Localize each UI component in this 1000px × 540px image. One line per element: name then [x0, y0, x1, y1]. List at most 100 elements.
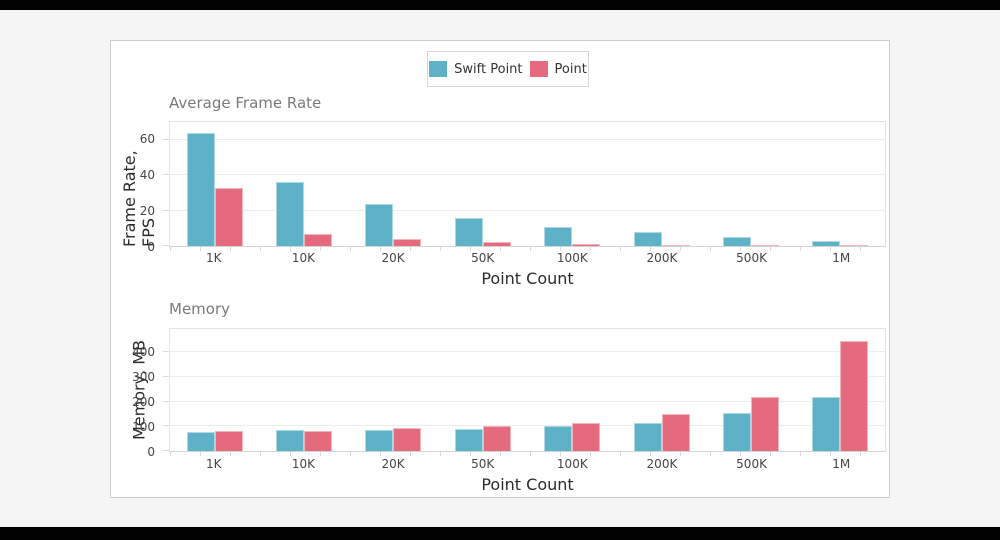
bar-group-20K — [349, 122, 438, 246]
bar-swift-point-200K[interactable] — [633, 423, 662, 451]
bar-point-200K[interactable] — [661, 244, 690, 246]
chart-title-memory: Memory — [169, 300, 231, 318]
bar-swift-point-1M[interactable] — [812, 241, 841, 246]
y-tick-label-200: 200 — [132, 394, 155, 409]
bar-swift-point-500K[interactable] — [722, 412, 751, 451]
page-background: Swift Point Point Average Frame Rate Fra… — [0, 10, 1000, 527]
plot-area-frame-rate — [163, 121, 886, 251]
x-tick-label-1M: 1M — [832, 251, 851, 265]
x-tick-label-1K: 1K — [206, 457, 222, 471]
bar-group-100K — [528, 122, 617, 246]
x-tick-label-100K: 100K — [556, 457, 588, 471]
bar-swift-point-20K[interactable] — [365, 429, 394, 451]
bar-swift-point-100K[interactable] — [544, 226, 573, 246]
gridline-20 — [170, 209, 885, 211]
bar-point-200K[interactable] — [661, 414, 690, 451]
gridline-400 — [170, 351, 885, 353]
bar-point-50K[interactable] — [482, 426, 511, 451]
y-tick-mark — [163, 174, 169, 176]
bar-swift-point-10K[interactable] — [276, 430, 305, 451]
y-tick-mark — [163, 400, 169, 402]
bar-point-1M[interactable] — [840, 245, 869, 246]
bar-swift-point-1M[interactable] — [812, 397, 841, 451]
x-tick-label-50K: 50K — [471, 251, 495, 265]
bar-swift-point-1K[interactable] — [186, 132, 215, 246]
y-axis-ticks-memory: 0 100 200 300 400 — [111, 328, 163, 459]
bar-group-1K — [170, 329, 259, 451]
gridline-200 — [170, 400, 885, 402]
x-axis-title-memory: Point Count — [481, 475, 574, 494]
x-tick-label-500K: 500K — [736, 457, 767, 471]
bar-group-20K — [349, 329, 438, 451]
x-axis-title-frame-rate: Point Count — [481, 269, 574, 288]
bar-swift-point-50K[interactable] — [454, 429, 483, 451]
legend-swatch-point[interactable] — [529, 61, 548, 77]
bar-point-500K[interactable] — [750, 244, 779, 246]
y-tick-mark — [163, 351, 169, 353]
bar-group-500K — [706, 122, 795, 246]
y-axis-ticks-frame-rate: 0 20 40 60 — [111, 121, 163, 254]
x-tick-label-10K: 10K — [291, 457, 315, 471]
bar-group-10K — [259, 122, 348, 246]
bar-swift-point-500K[interactable] — [722, 237, 751, 246]
bar-point-1K[interactable] — [214, 431, 243, 451]
chart-title-frame-rate: Average Frame Rate — [169, 94, 322, 112]
bar-point-20K[interactable] — [393, 427, 422, 451]
bar-point-10K[interactable] — [304, 233, 333, 246]
top-letterbox-bar — [0, 0, 1000, 10]
bar-group-100K — [528, 329, 617, 451]
bars-row — [170, 122, 885, 246]
x-tick-label-50K: 50K — [471, 457, 495, 471]
chart-legend: Swift Point Point — [427, 51, 589, 87]
bottom-letterbox-bar — [0, 527, 1000, 540]
legend-label-point[interactable]: Point — [554, 61, 587, 77]
x-axis-ticks-memory: 1K 10K 20K 50K 100K 200K 500K 1M — [169, 457, 886, 471]
y-tick-mark — [163, 138, 169, 140]
y-tick-label-40: 40 — [139, 168, 155, 182]
bar-swift-point-20K[interactable] — [365, 203, 394, 246]
x-tick-label-100K: 100K — [556, 251, 588, 265]
y-tick-label-100: 100 — [132, 419, 155, 434]
legend-swatch-swift-point[interactable] — [429, 61, 448, 77]
bars-row — [170, 329, 885, 451]
bar-point-100K[interactable] — [572, 422, 601, 451]
y-tick-mark — [163, 450, 169, 451]
bar-group-50K — [438, 122, 527, 246]
bar-group-1K — [170, 122, 259, 246]
x-tick-label-20K: 20K — [381, 457, 405, 471]
y-tick-label-60: 60 — [139, 132, 155, 146]
legend-label-swift-point[interactable]: Swift Point — [454, 61, 523, 77]
x-tick-label-500K: 500K — [736, 251, 767, 265]
bar-point-1M[interactable] — [840, 341, 869, 451]
y-tick-mark — [163, 376, 169, 378]
bar-group-50K — [438, 329, 527, 451]
bar-group-1M — [796, 122, 885, 246]
x-tick-label-1M: 1M — [832, 457, 851, 471]
bar-point-20K[interactable] — [393, 238, 422, 246]
bar-swift-point-200K[interactable] — [633, 231, 662, 246]
bar-group-1M — [796, 329, 885, 451]
bar-swift-point-50K[interactable] — [454, 217, 483, 246]
x-tick-label-10K: 10K — [291, 251, 315, 265]
bar-swift-point-1K[interactable] — [186, 431, 215, 451]
y-tick-label-400: 400 — [132, 344, 155, 359]
y-tick-label-0: 0 — [147, 445, 155, 459]
bar-point-10K[interactable] — [304, 431, 333, 451]
x-axis-ticks-frame-rate: 1K 10K 20K 50K 100K 200K 500K 1M — [169, 251, 886, 265]
bar-point-500K[interactable] — [750, 396, 779, 451]
x-tick-label-20K: 20K — [381, 251, 405, 265]
bar-group-200K — [617, 122, 706, 246]
bar-point-50K[interactable] — [482, 242, 511, 246]
y-tick-mark — [163, 245, 169, 246]
gridline-60 — [170, 138, 885, 140]
bar-point-1K[interactable] — [214, 187, 243, 246]
bar-swift-point-100K[interactable] — [544, 426, 573, 451]
bar-swift-point-10K[interactable] — [276, 182, 305, 246]
x-tick-label-200K: 200K — [646, 251, 678, 265]
gridline-300 — [170, 376, 885, 378]
bar-group-200K — [617, 329, 706, 451]
y-tick-label-300: 300 — [132, 369, 155, 384]
bar-point-100K[interactable] — [572, 244, 601, 246]
bar-group-500K — [706, 329, 795, 451]
